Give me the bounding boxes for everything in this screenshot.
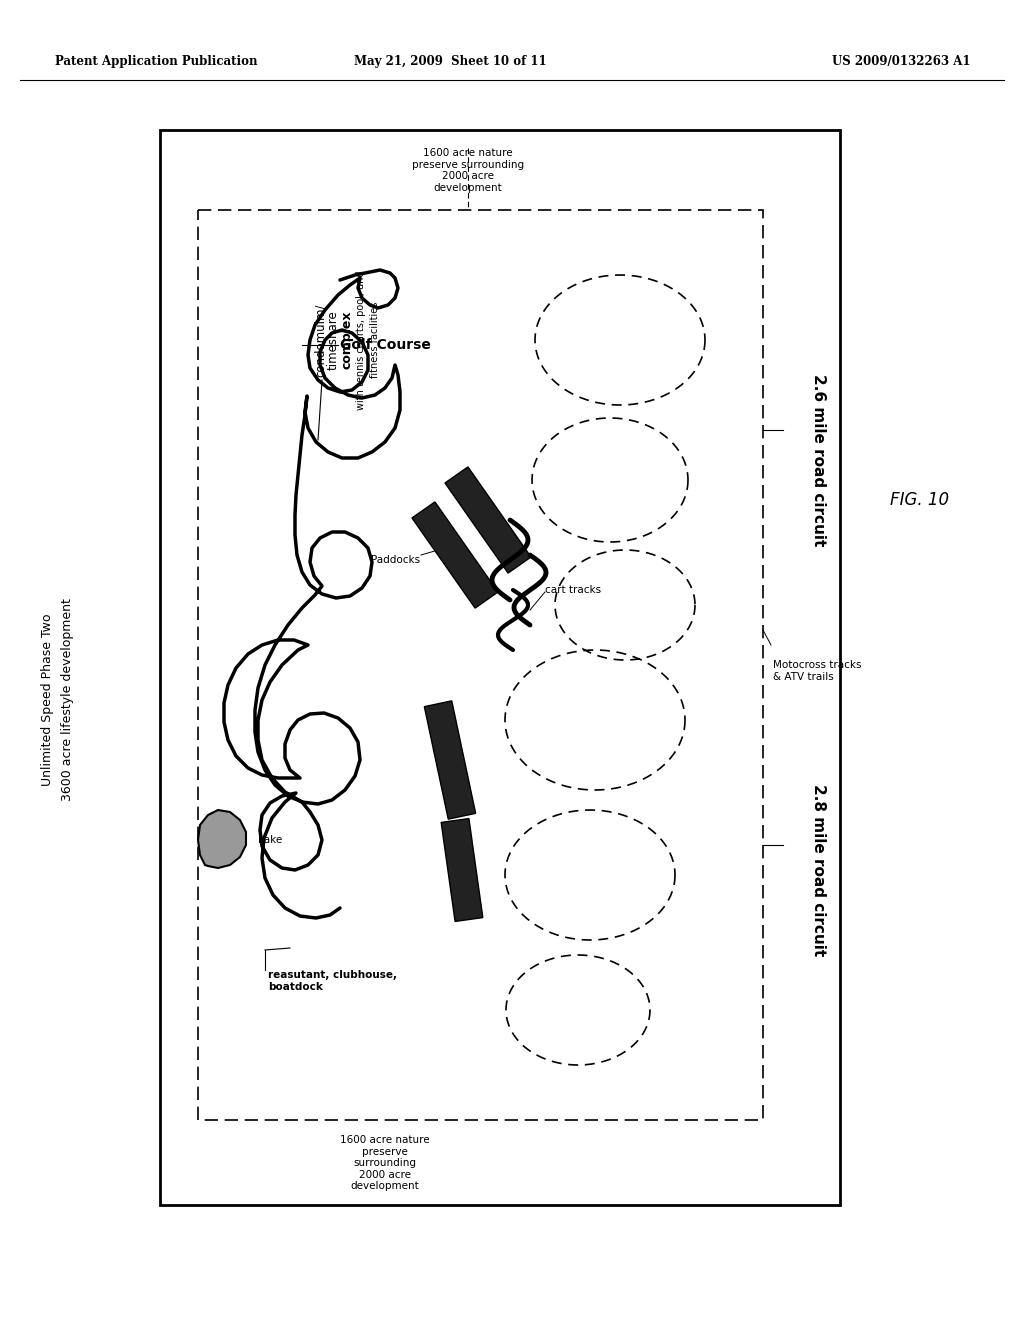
Text: May 21, 2009  Sheet 10 of 11: May 21, 2009 Sheet 10 of 11 (353, 55, 547, 69)
Text: US 2009/0132263 A1: US 2009/0132263 A1 (831, 55, 970, 69)
Bar (445, 467, 531, 573)
Text: Lake: Lake (258, 836, 283, 845)
Text: 1600 acre nature
preserve
surrounding
2000 acre
development: 1600 acre nature preserve surrounding 20… (340, 1135, 430, 1192)
Text: timeshare: timeshare (327, 310, 340, 370)
Text: 2.6 mile road circuit: 2.6 mile road circuit (811, 374, 825, 546)
Text: fitness facilities: fitness facilities (370, 302, 380, 379)
Text: Motocross tracks
& ATV trails: Motocross tracks & ATV trails (773, 660, 861, 681)
Text: Unlimited Speed Phase Two: Unlimited Speed Phase Two (42, 614, 54, 787)
Text: Patent Application Publication: Patent Application Publication (55, 55, 257, 69)
Text: complex: complex (341, 310, 353, 370)
Text: condomuim/: condomuim/ (313, 304, 327, 376)
Polygon shape (198, 810, 246, 869)
Text: cart tracks: cart tracks (545, 585, 601, 595)
Text: 3600 acre lifestyle development: 3600 acre lifestyle development (61, 598, 75, 801)
Text: Golf Course: Golf Course (340, 338, 431, 352)
Text: Paddocks: Paddocks (371, 554, 420, 565)
Text: 1600 acre nature
preserve surrounding
2000 acre
development: 1600 acre nature preserve surrounding 20… (412, 148, 524, 193)
Text: with tennis courts, pool, and: with tennis courts, pool, and (356, 271, 366, 409)
Text: 2.8 mile road circuit: 2.8 mile road circuit (811, 784, 825, 956)
Bar (441, 818, 483, 921)
Bar (160, 129, 840, 1205)
Bar (412, 502, 498, 609)
Bar (198, 210, 763, 1119)
Bar (424, 701, 476, 820)
Text: FIG. 10: FIG. 10 (891, 491, 949, 510)
Text: reasutant, clubhouse,
boatdock: reasutant, clubhouse, boatdock (268, 970, 397, 991)
